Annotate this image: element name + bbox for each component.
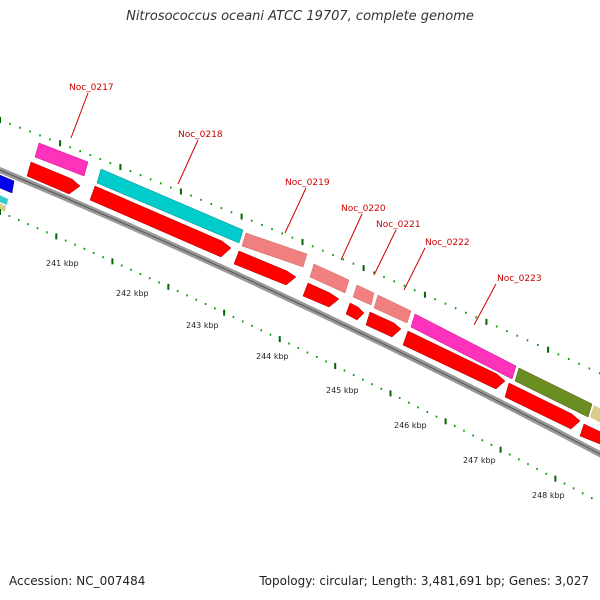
accession-text: Accession: NC_007484 xyxy=(9,574,146,588)
kbp-label-244: 244 kbp xyxy=(256,352,289,361)
genome-backbone-highlight xyxy=(0,169,600,455)
cds-arrow-2 xyxy=(89,185,232,258)
feature-tan-partial xyxy=(590,405,600,423)
feature-noc-0222 xyxy=(373,294,412,324)
genome-backbone xyxy=(0,166,600,458)
cds-arrow-5 xyxy=(345,302,365,321)
cds-arrow-1 xyxy=(26,161,81,195)
inner-tick-ring xyxy=(0,209,593,500)
gene-label-noc-0222: Noc_0222 xyxy=(425,238,470,248)
cds-arrow-8 xyxy=(504,382,581,430)
genome-title: Nitrosococcus oceani ATCC 19707, complet… xyxy=(126,9,474,24)
gene-label-noc-0218: Noc_0218 xyxy=(178,130,223,140)
cds-arrow-7 xyxy=(402,330,506,390)
leader-noc-0217 xyxy=(70,92,89,139)
gene-label-noc-0223: Noc_0223 xyxy=(497,274,542,284)
gene-label-noc-0220: Noc_0220 xyxy=(341,204,386,214)
kbp-label-245: 245 kbp xyxy=(326,386,359,395)
feature-noc-0221 xyxy=(352,284,375,306)
cds-arrow-4 xyxy=(302,282,340,308)
leader-noc-0222 xyxy=(403,247,426,291)
gene-label-noc-0221: Noc_0221 xyxy=(376,220,421,230)
kbp-label-242: 242 kbp xyxy=(116,289,149,298)
feature-noc-0223 xyxy=(410,313,517,380)
leader-noc-0219 xyxy=(284,187,307,234)
kbp-label-248: 248 kbp xyxy=(532,491,565,500)
leader-noc-0221 xyxy=(373,229,397,276)
feature-noc-0217 xyxy=(34,142,89,177)
cds-arrow-9 xyxy=(579,423,600,445)
cds-arrow-6 xyxy=(365,311,402,338)
leader-noc-0223 xyxy=(473,283,497,326)
kbp-label-247: 247 kbp xyxy=(463,456,496,465)
cds-arrow-3 xyxy=(233,250,297,286)
kbp-label-241: 241 kbp xyxy=(46,259,79,268)
partial-feature-blue xyxy=(0,174,15,194)
feature-olive xyxy=(514,367,593,418)
outer-tick-ring xyxy=(0,117,600,375)
gene-label-noc-0217: Noc_0217 xyxy=(69,83,114,93)
leader-noc-0220 xyxy=(340,213,363,261)
partial-feature-tan xyxy=(0,203,6,212)
feature-noc-0220 xyxy=(309,263,350,294)
kbp-label-246: 246 kbp xyxy=(394,421,427,430)
feature-noc-0218 xyxy=(96,168,244,244)
feature-noc-0219 xyxy=(241,232,308,268)
gene-label-noc-0219: Noc_0219 xyxy=(285,178,330,188)
genome-summary-text: Topology: circular; Length: 3,481,691 bp… xyxy=(259,574,589,588)
partial-feature-cyan xyxy=(0,195,8,205)
kbp-label-243: 243 kbp xyxy=(186,321,219,330)
leader-noc-0218 xyxy=(177,139,199,185)
